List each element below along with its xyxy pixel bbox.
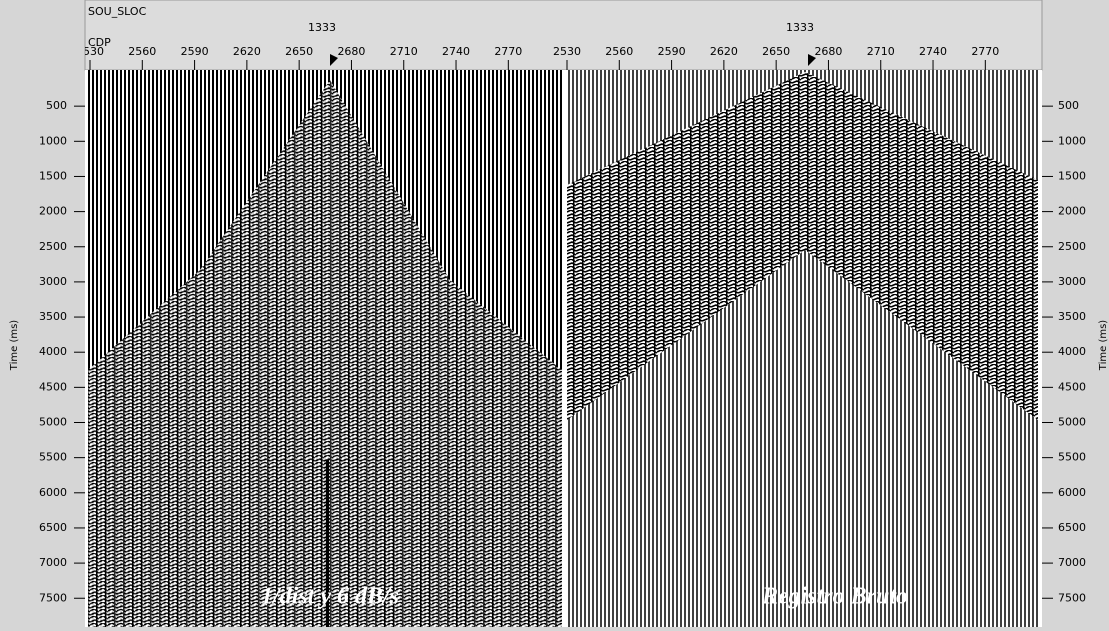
time-tick-label: 5000: [1058, 416, 1086, 429]
trace: [326, 460, 329, 627]
panel-caption: 1/dist y 6 dB/s: [261, 584, 399, 610]
time-tick-label: 5500: [39, 451, 67, 464]
time-tick-label: 5500: [1058, 451, 1086, 464]
time-tick-label: 3000: [39, 275, 67, 288]
time-tick-label: 4500: [1058, 380, 1086, 393]
time-tick-label: 4000: [39, 345, 67, 358]
time-tick-label: 3500: [39, 310, 67, 323]
time-tick-label: 4500: [39, 380, 67, 393]
axis-label: Time (ms): [1098, 320, 1109, 372]
time-tick-label: 2500: [1058, 240, 1086, 253]
cdp-tick-label: 2560: [605, 45, 633, 58]
time-tick-label: 500: [46, 99, 67, 112]
first-break-region: [567, 72, 1038, 420]
cdp-tick-label: 2710: [867, 45, 895, 58]
cdp-tick-label: 2770: [494, 45, 522, 58]
time-tick-label: 2000: [39, 205, 67, 218]
time-tick-label: 7000: [1058, 556, 1086, 569]
cdp-tick-label: 2740: [442, 45, 470, 58]
source-label: 1333: [308, 21, 336, 34]
time-tick-label: 7000: [39, 556, 67, 569]
header-box: [84, 0, 1043, 71]
cdp-tick-label: 2590: [181, 45, 209, 58]
header-label: SOU_SLOC: [88, 5, 147, 18]
cdp-tick-label: 2650: [285, 45, 313, 58]
axis-label: Time (ms): [9, 320, 20, 372]
time-tick-label: 2000: [1058, 205, 1086, 218]
cdp-tick-label: 2740: [919, 45, 947, 58]
time-tick-label: 3500: [1058, 310, 1086, 323]
time-tick-label: 500: [1058, 99, 1079, 112]
cdp-tick-label: 2560: [128, 45, 156, 58]
cdp-tick-label: 2530: [76, 45, 104, 58]
time-tick-label: 1000: [1058, 134, 1086, 147]
source-flag: [330, 54, 338, 66]
axes: 1333 2530 2560 2590 2620 2650 2680 2710 2740 2770…: [39, 21, 1086, 604]
time-tick-label: 7500: [1058, 591, 1086, 604]
cdp-tick-label: 2530: [553, 45, 581, 58]
time-tick-label: 7500: [39, 591, 67, 604]
time-tick-label: 6000: [39, 486, 67, 499]
cdp-tick-label: 2620: [233, 45, 261, 58]
cdp-tick-label: 2650: [762, 45, 790, 58]
cdp-tick-label: 2680: [337, 45, 365, 58]
cdp-tick-label: 2680: [814, 45, 842, 58]
time-tick-label: 6500: [1058, 521, 1086, 534]
cdp-tick-label: 2590: [658, 45, 686, 58]
time-tick-label: 4000: [1058, 345, 1086, 358]
time-tick-label: 1500: [39, 169, 67, 182]
source-label: 1333: [786, 21, 814, 34]
cdp-tick-label: 2620: [710, 45, 738, 58]
noise-region: [88, 80, 562, 627]
time-tick-label: 5000: [39, 416, 67, 429]
time-tick-label: 6000: [1058, 486, 1086, 499]
cdp-axis: 1333 2530 2560 2590 2620 2650 2680 2710 2740 2770…: [76, 21, 999, 70]
source-flag: [808, 54, 816, 66]
time-tick-label: 3000: [1058, 275, 1086, 288]
header-label: CDP: [88, 36, 111, 49]
time-tick-label: 2500: [39, 240, 67, 253]
time-tick-label: 1500: [1058, 169, 1086, 182]
cdp-tick-label: 2770: [971, 45, 999, 58]
panel-caption: Registro Bruto: [761, 584, 908, 610]
time-tick-label: 6500: [39, 521, 67, 534]
time-tick-label: 1000: [39, 134, 67, 147]
cdp-tick-label: 2710: [390, 45, 418, 58]
